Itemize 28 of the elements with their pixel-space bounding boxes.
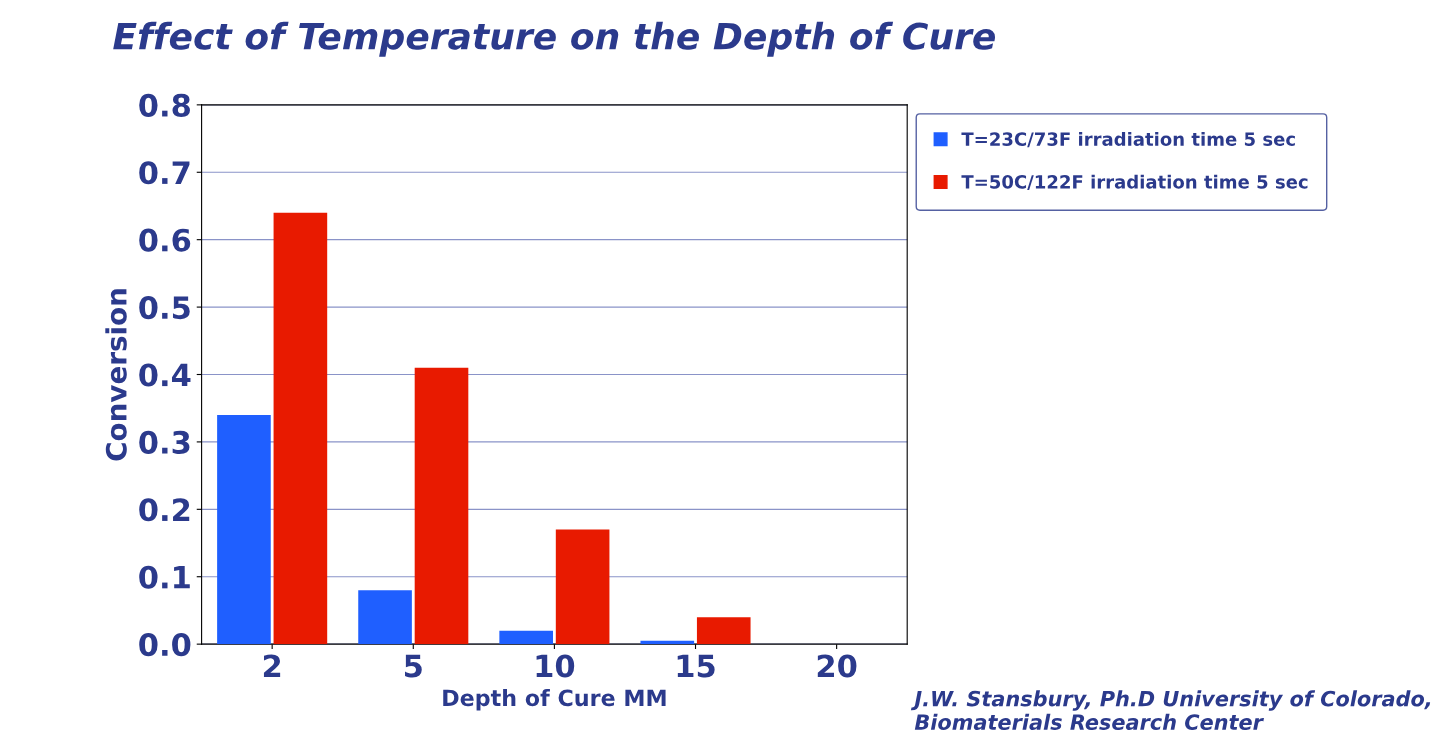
bar [499, 630, 553, 645]
y-axis-title: Conversion [105, 289, 127, 461]
text: J.W. Stansbury, Ph.D University of Colorado, Biomaterials Research Center [910, 690, 1431, 730]
y-tick-label: 0.2 [139, 498, 190, 522]
legend-label: T=50C/122F irradiation time 5 sec [961, 174, 1308, 191]
y-tick-label: 0.8 [139, 93, 190, 117]
x-tick-label: 20 [817, 654, 857, 678]
y-tick-label: 0.4 [139, 363, 191, 387]
x-axis-title: Depth of Cure MM [443, 688, 666, 711]
bar [217, 414, 271, 645]
y-tick-label: 0.6 [139, 228, 191, 252]
y-tick-label: 0.7 [139, 161, 190, 185]
x-tick-label: 2 [263, 654, 281, 678]
bar [358, 590, 412, 645]
y-tick-label: 0.1 [139, 565, 190, 589]
bar [414, 367, 469, 645]
y-tick-label: 0.0 [139, 633, 191, 657]
x-tick-label: 5 [405, 654, 422, 678]
y-tick-label: 0.3 [139, 430, 190, 454]
chart-title: Effect of Temperature on the Depth of Cure [113, 21, 996, 57]
legend-label: T=23C/73F irradiation time 5 sec [961, 131, 1295, 148]
bar [555, 529, 610, 645]
y-tick-label: 0.5 [139, 296, 190, 320]
x-tick-label: 15 [677, 654, 715, 678]
x-tick-label: 10 [536, 654, 575, 678]
bar [696, 617, 751, 645]
bar [273, 212, 328, 645]
bar [640, 640, 695, 645]
